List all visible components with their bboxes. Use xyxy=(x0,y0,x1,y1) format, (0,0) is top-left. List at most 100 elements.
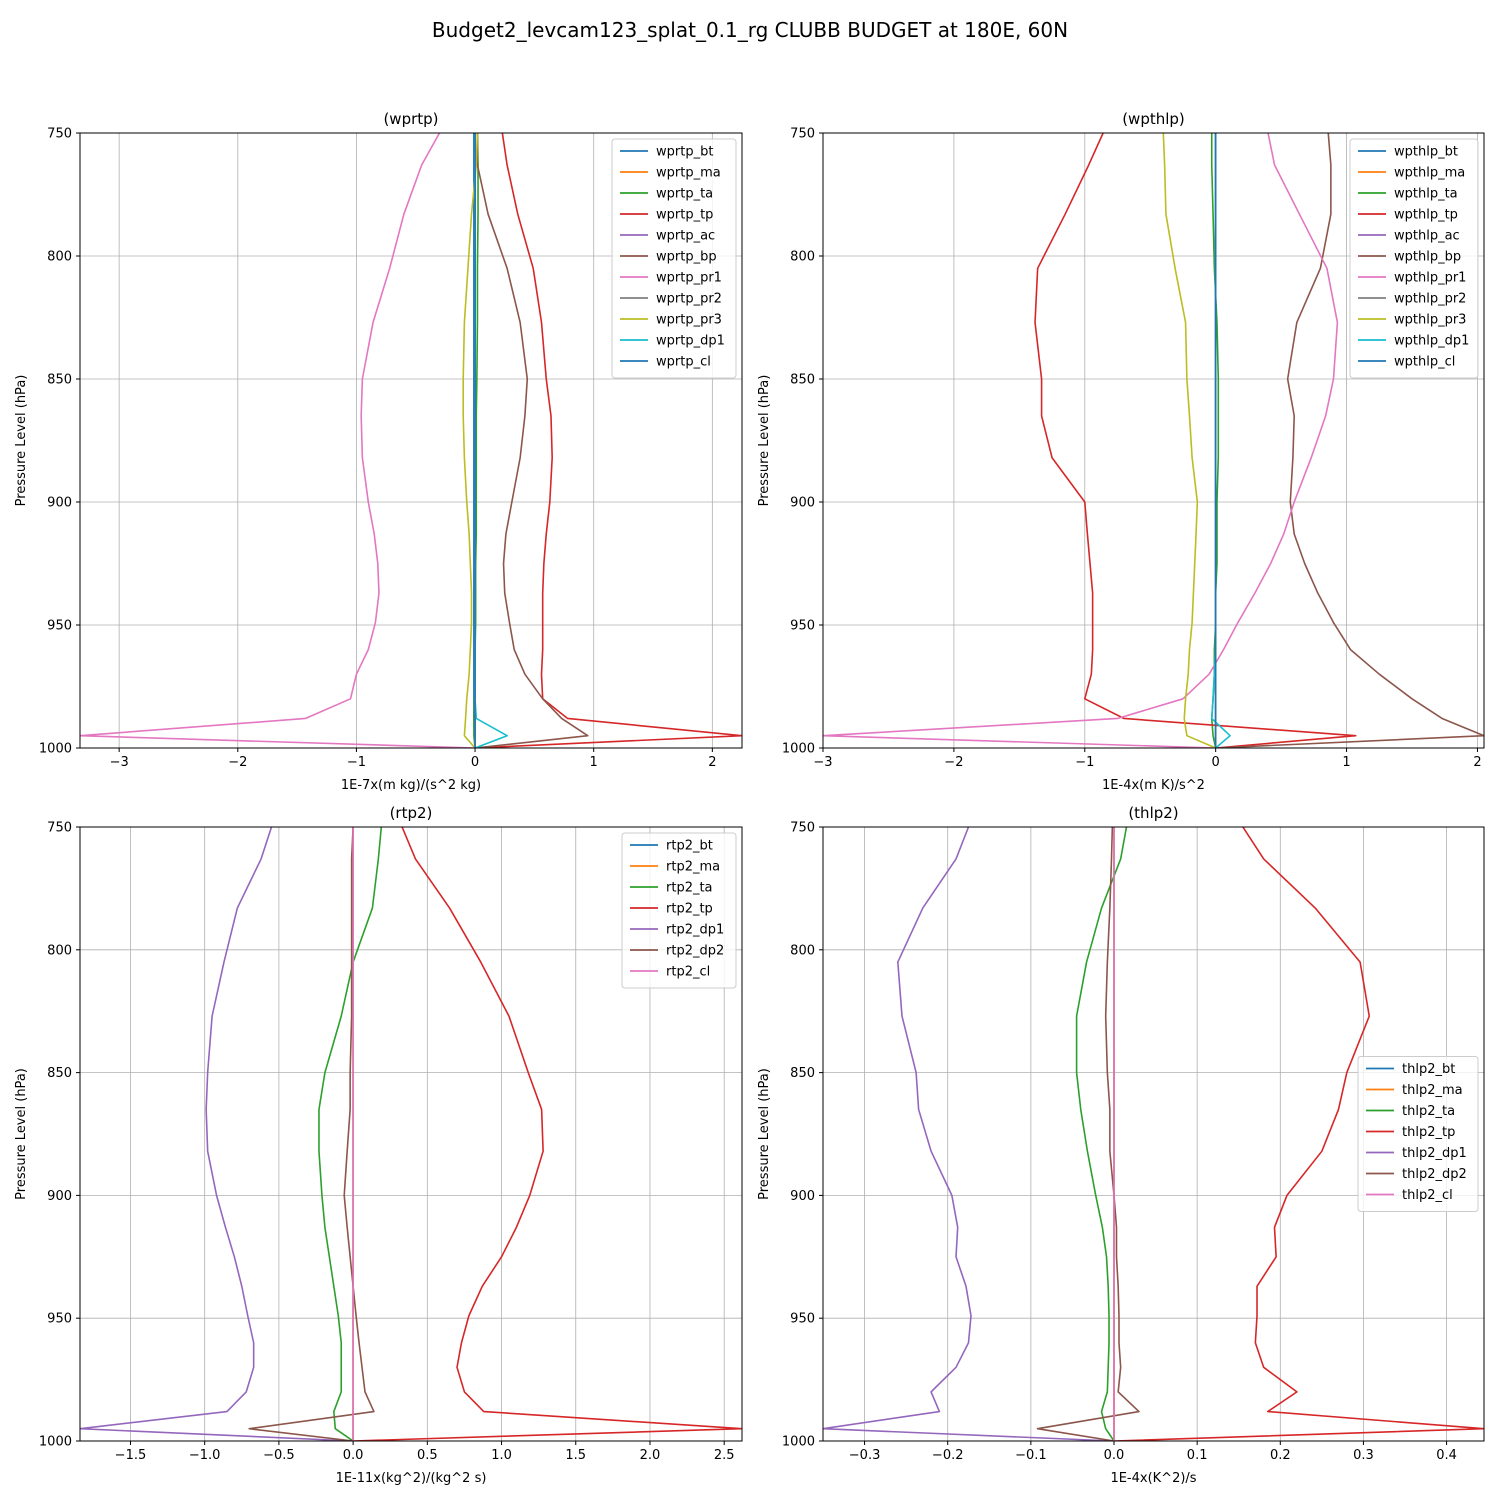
subplot-2: −1.5 −1.0 −0.5 0.0 0.5 1.0 1.5 2.0 2.5 750 800 850 9… xyxy=(14,804,743,1486)
x-tick-label: 0.2 xyxy=(1270,1448,1291,1463)
legend-label: wprtp_ac xyxy=(656,229,715,244)
ticks: −3 −2 −1 0 1 2 750 800 850 900 950 1000 xyxy=(782,127,1482,771)
legend-label: wprtp_bt xyxy=(656,145,713,160)
x-axis-label: 1E-4x(K^2)/s xyxy=(1110,1471,1196,1486)
legend: wpthlp_bt wpthlp_ma wpthlp_ta wpthlp_tpwpth… xyxy=(1349,138,1479,379)
y-tick-label: 800 xyxy=(47,250,72,265)
y-tick-label: 900 xyxy=(47,1189,72,1204)
y-tick-label: 1000 xyxy=(782,1435,815,1450)
x-axis-label: 1E-7x(m kg)/(s^2 kg) xyxy=(341,778,481,793)
subplot-title: (wprtp) xyxy=(383,110,438,128)
x-tick-label: 1.0 xyxy=(491,1448,512,1463)
y-tick-label: 750 xyxy=(790,127,815,142)
series-lines xyxy=(80,827,742,1441)
series-line-thlp2_ta xyxy=(1075,827,1128,1441)
x-tick-label: −0.1 xyxy=(1015,1448,1047,1463)
legend-label: wpthlp_ta xyxy=(1394,187,1458,202)
legend: thlp2_bt thlp2_ma thlp2_ta thlp2_tp thlp2_dp… xyxy=(1357,1056,1479,1212)
legend-label: thlp2_cl xyxy=(1402,1188,1453,1203)
y-tick-label: 1000 xyxy=(39,742,72,757)
x-tick-label: 0.3 xyxy=(1353,1448,1374,1463)
legend-label: rtp2_dp2 xyxy=(666,944,724,959)
y-tick-label: 850 xyxy=(790,1066,815,1081)
legend-label: wpthlp_bp xyxy=(1394,250,1461,265)
x-tick-label: −2 xyxy=(944,755,963,770)
axes-frame xyxy=(822,826,1485,1442)
legend-label: wpthlp_ac xyxy=(1394,229,1460,244)
series-lines xyxy=(80,133,742,748)
subplot-0: −3 −2 −1 0 1 2 750 800 850 900 950 1000 (wprtp) 1E-7x… xyxy=(14,110,743,793)
ticks: −0.3 −0.2 −0.1 0.0 0.1 0.2 0.3 0.4 750 800 850 900 9… xyxy=(782,821,1457,1464)
axes-frame xyxy=(79,132,743,749)
subplot-title: (rtp2) xyxy=(390,804,433,822)
series-line-wpthlp_pr3 xyxy=(1162,133,1216,748)
x-tick-label: 0.1 xyxy=(1187,1448,1208,1463)
legend-label: thlp2_tp xyxy=(1402,1125,1455,1140)
y-tick-label: 950 xyxy=(47,1312,72,1327)
legend-label: wprtp_tp xyxy=(656,208,713,223)
x-tick-label: 1.5 xyxy=(565,1448,586,1463)
x-tick-label: 0.0 xyxy=(343,1448,364,1463)
x-axis-label: 1E-11x(kg^2)/(kg^2 s) xyxy=(336,1471,487,1486)
legend-label: wpthlp_pr1 xyxy=(1394,271,1466,286)
legend-label: thlp2_ta xyxy=(1402,1104,1455,1119)
legend-label: rtp2_bt xyxy=(666,839,713,854)
x-tick-label: 2.5 xyxy=(714,1448,735,1463)
series-line-thlp2_dp2 xyxy=(1036,827,1140,1441)
subplot-1: −3 −2 −1 0 1 2 750 800 850 900 950 1000 (wpthlp) 1E-4… xyxy=(757,110,1485,793)
legend-label: thlp2_dp2 xyxy=(1402,1167,1467,1182)
x-tick-label: −0.5 xyxy=(263,1448,295,1463)
y-tick-label: 900 xyxy=(790,1189,815,1204)
y-tick-label: 750 xyxy=(790,821,815,836)
legend-label: wpthlp_tp xyxy=(1394,208,1458,223)
ticks: −1.5 −1.0 −0.5 0.0 0.5 1.0 1.5 2.0 2.5 750 800 850 9… xyxy=(39,821,735,1464)
legend-label: rtp2_tp xyxy=(666,902,713,917)
y-tick-label: 900 xyxy=(790,496,815,511)
y-tick-label: 950 xyxy=(790,1312,815,1327)
series-line-wpthlp_pr1 xyxy=(823,133,1339,748)
y-tick-label: 800 xyxy=(790,250,815,265)
legend-label: wprtp_dp1 xyxy=(656,334,725,349)
y-tick-label: 850 xyxy=(790,373,815,388)
x-tick-label: 0 xyxy=(471,755,479,770)
x-tick-label: −2 xyxy=(228,755,247,770)
series-line-thlp2_tp xyxy=(1113,827,1484,1441)
y-tick-label: 950 xyxy=(47,619,72,634)
y-tick-label: 900 xyxy=(47,496,72,511)
legend-label: rtp2_ma xyxy=(666,860,720,875)
x-tick-label: −1 xyxy=(347,755,366,770)
legend-label: wpthlp_cl xyxy=(1394,355,1455,370)
legend-label: wprtp_cl xyxy=(656,355,711,370)
legend-label: wprtp_pr3 xyxy=(656,313,722,328)
series-line-wpthlp_bp xyxy=(1215,133,1484,748)
legend-label: thlp2_dp1 xyxy=(1402,1146,1467,1161)
legend-label: thlp2_bt xyxy=(1402,1062,1455,1077)
x-tick-label: −1.5 xyxy=(115,1448,147,1463)
x-tick-label: 2.0 xyxy=(640,1448,661,1463)
y-tick-label: 750 xyxy=(47,127,72,142)
legend-label: wprtp_pr1 xyxy=(656,271,722,286)
x-tick-label: 2 xyxy=(1473,755,1481,770)
series-line-rtp2_dp2 xyxy=(248,827,375,1441)
legend-label: rtp2_dp1 xyxy=(666,923,724,938)
subplot-grid: −3 −2 −1 0 1 2 750 800 850 900 950 1000 (wprtp) 1E-7x… xyxy=(14,110,1485,1486)
series-line-wprtp_pr3 xyxy=(462,133,479,748)
subplot-3: −0.3 −0.2 −0.1 0.0 0.1 0.2 0.3 0.4 750 800 850 900 9… xyxy=(757,804,1485,1486)
x-tick-label: 2 xyxy=(708,755,716,770)
y-axis-label: Pressure Level (hPa) xyxy=(14,375,29,507)
series-line-wprtp_bp xyxy=(474,133,589,748)
ticks: −3 −2 −1 0 1 2 750 800 850 900 950 1000 xyxy=(39,127,717,771)
series-lines xyxy=(823,133,1484,748)
x-tick-label: 0.5 xyxy=(417,1448,438,1463)
legend-label: wprtp_ma xyxy=(656,166,721,181)
legend-label: wprtp_pr2 xyxy=(656,292,722,307)
legend-label: wpthlp_ma xyxy=(1394,166,1465,181)
series-line-thlp2_dp1 xyxy=(823,827,1115,1441)
series-line-rtp2_tp xyxy=(353,827,742,1441)
figure-suptitle: Budget2_levcam123_splat_0.1_rg CLUBB BUD… xyxy=(432,18,1068,42)
y-tick-label: 800 xyxy=(47,943,72,958)
y-tick-label: 850 xyxy=(47,1066,72,1081)
x-tick-label: −1 xyxy=(1075,755,1094,770)
